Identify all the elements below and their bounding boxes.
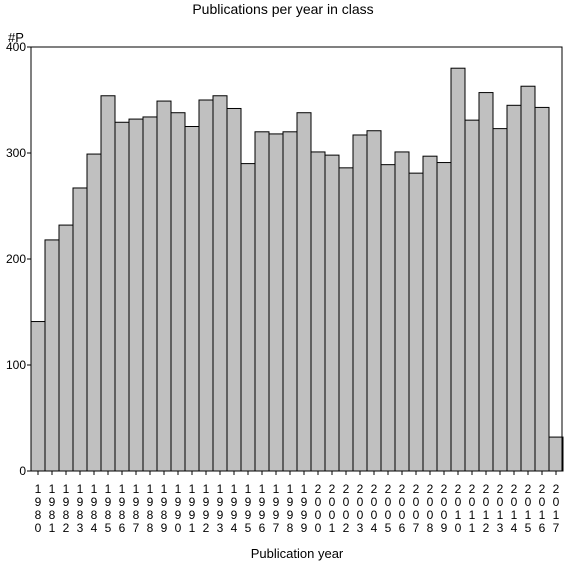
bar-2009 xyxy=(436,162,452,472)
y-tick-label-300: 300 xyxy=(6,146,26,160)
y-axis-label: #P xyxy=(8,30,24,45)
x-axis: 1 9 8 0 1 9 8 1 1 9 8 2 1 9 8 3 1 9 8 4 1 9 8 5 1 9 8 6 1 9 8 7 1 9 8 8 1 9 8 9… xyxy=(35,471,560,535)
bar-1992 xyxy=(198,99,214,472)
bar-1981 xyxy=(44,239,60,472)
bar-2010 xyxy=(450,67,466,472)
y-tick-label-200: 200 xyxy=(6,252,26,266)
bar-1980 xyxy=(30,321,46,472)
bar-2011 xyxy=(464,119,480,472)
y-tick-label-100: 100 xyxy=(6,358,26,372)
bar-1998 xyxy=(282,131,298,472)
bar-1993 xyxy=(212,95,228,472)
bar-1983 xyxy=(72,187,88,472)
bar-2007 xyxy=(408,172,424,472)
bar-1985 xyxy=(100,95,116,472)
bar-2000 xyxy=(310,151,326,472)
y-axis: 0 100 200 300 400 xyxy=(6,40,31,478)
plot-frame xyxy=(30,46,563,472)
bar-2004 xyxy=(366,130,382,472)
bar-2001 xyxy=(324,154,340,472)
bar-2002 xyxy=(338,167,354,472)
bar-2015 xyxy=(520,85,536,472)
bar-2006 xyxy=(394,151,410,472)
bar-1982 xyxy=(58,224,74,472)
chart-title: Publications per year in class xyxy=(192,1,373,17)
bar-1987 xyxy=(128,118,144,472)
bar-2008 xyxy=(422,155,438,472)
bar-1999 xyxy=(296,112,312,472)
bar-1989 xyxy=(156,100,172,472)
bar-1991 xyxy=(184,126,200,472)
bar-2013 xyxy=(492,128,508,472)
bar-1990 xyxy=(170,112,186,472)
bar-2012 xyxy=(478,92,494,472)
bar-2003 xyxy=(352,134,368,472)
bar-1984 xyxy=(86,153,102,472)
bar-2017 xyxy=(548,436,564,472)
y-tick-label-400: 400 xyxy=(6,40,26,54)
bar-2016 xyxy=(534,106,550,472)
bar-2005 xyxy=(380,164,396,472)
bar-1995 xyxy=(240,163,256,472)
y-tick-label-0: 0 xyxy=(19,464,26,478)
x-axis-label: Publication year xyxy=(251,546,344,561)
bar-2014 xyxy=(506,104,522,472)
bar-1986 xyxy=(114,121,130,472)
bar-1988 xyxy=(142,116,158,472)
bars-group xyxy=(30,67,564,472)
bar-1996 xyxy=(254,131,270,472)
bar-1994 xyxy=(226,107,242,472)
bar-1997 xyxy=(268,133,284,472)
